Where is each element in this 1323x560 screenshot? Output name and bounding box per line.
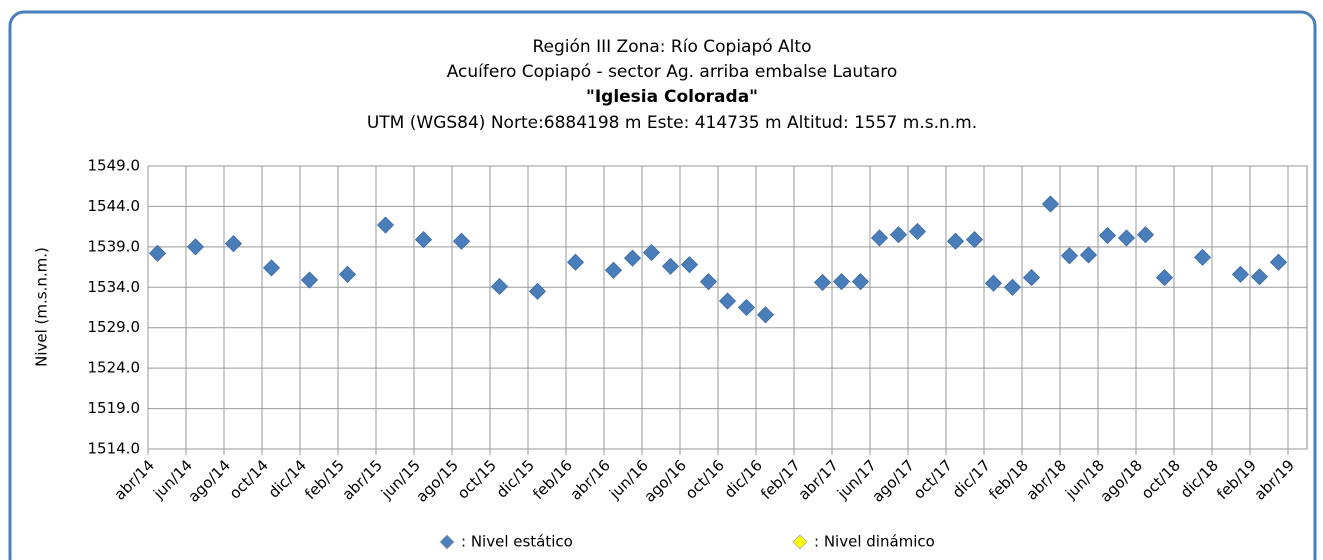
x-tick-label: dic/16 xyxy=(721,456,766,501)
x-tick-label: oct/17 xyxy=(910,456,956,502)
point xyxy=(718,292,737,310)
x-tick-label: feb/17 xyxy=(757,456,804,503)
point xyxy=(452,232,471,250)
x-tick-label: ago/15 xyxy=(412,456,462,506)
chart-subtitle: Acuífero Copiapó - sector Ag. arriba emb… xyxy=(447,62,898,82)
point xyxy=(528,282,547,300)
point xyxy=(889,226,908,244)
point xyxy=(148,244,167,262)
frame xyxy=(8,10,1317,560)
point xyxy=(338,265,357,283)
x-tick-label: abr/19 xyxy=(1251,456,1298,503)
point xyxy=(1079,246,1098,264)
x-tick-label: oct/15 xyxy=(454,456,500,502)
point xyxy=(661,257,680,275)
point xyxy=(737,298,756,317)
x-tick-label: dic/17 xyxy=(949,456,994,501)
point xyxy=(414,231,433,249)
x-tick-label: oct/16 xyxy=(682,456,728,502)
x-tick-label: ago/14 xyxy=(184,456,234,506)
point xyxy=(813,273,832,291)
chart-title: Región III Zona: Río Copiapó Alto xyxy=(533,37,812,57)
point xyxy=(1041,195,1060,213)
point xyxy=(1003,278,1022,296)
point xyxy=(680,256,699,274)
y-tick-label: 1544.0 xyxy=(88,197,141,215)
point xyxy=(1136,226,1155,244)
point xyxy=(1193,248,1212,266)
y-tick-label: 1549.0 xyxy=(88,157,141,175)
legend-label: : Nivel dinámico xyxy=(814,533,935,551)
x-tick-label: dic/18 xyxy=(1177,456,1222,501)
point xyxy=(186,238,205,256)
x-tick-label: abr/14 xyxy=(111,456,158,503)
x-tick-label: oct/18 xyxy=(1138,456,1184,502)
x-tick-label: abr/15 xyxy=(339,456,386,503)
y-tick-label: 1514.0 xyxy=(88,440,141,458)
x-tick-label: dic/14 xyxy=(265,456,310,501)
x-tick-label: abr/17 xyxy=(795,456,842,503)
legend-marker xyxy=(792,534,808,550)
y-axis-label: Nivel (m.s.n.m.) xyxy=(33,247,51,367)
point xyxy=(490,277,509,296)
point xyxy=(224,235,243,253)
x-tick-label: oct/14 xyxy=(226,456,272,502)
point xyxy=(300,271,319,289)
point xyxy=(1117,229,1136,247)
point xyxy=(1155,269,1174,287)
point xyxy=(1250,268,1269,286)
point xyxy=(832,273,851,291)
x-tick-label: feb/18 xyxy=(985,456,1032,503)
x-tick-label: ago/17 xyxy=(868,456,918,506)
y-tick-label: 1534.0 xyxy=(88,278,141,296)
y-tick-label: 1519.0 xyxy=(88,399,141,417)
point xyxy=(756,306,775,324)
point xyxy=(566,253,585,271)
x-tick-label: feb/16 xyxy=(529,456,576,503)
point xyxy=(870,229,889,247)
point xyxy=(604,261,623,279)
point xyxy=(1060,247,1079,265)
point xyxy=(946,232,965,250)
point xyxy=(376,216,395,234)
point xyxy=(623,249,642,267)
point xyxy=(1269,253,1288,271)
legend-marker xyxy=(439,534,455,550)
point xyxy=(965,231,984,249)
x-tick-label: dic/15 xyxy=(493,456,538,501)
point xyxy=(908,222,927,241)
x-tick-label: ago/18 xyxy=(1096,456,1146,506)
y-tick-label: 1524.0 xyxy=(88,359,141,377)
point xyxy=(262,259,281,277)
y-tick-label: 1539.0 xyxy=(88,237,141,255)
x-tick-label: feb/15 xyxy=(301,456,348,503)
point xyxy=(1022,269,1041,287)
point xyxy=(1231,265,1250,283)
point xyxy=(1098,226,1117,245)
point xyxy=(984,274,1003,292)
point xyxy=(851,273,870,291)
point xyxy=(699,273,718,291)
x-tick-label: abr/18 xyxy=(1023,456,1070,503)
x-tick-label: feb/19 xyxy=(1213,456,1260,503)
location: UTM (WGS84) Norte:6884198 m Este: 414735… xyxy=(367,113,977,133)
x-tick-label: ago/16 xyxy=(640,456,690,506)
station-name: "Iglesia Colorada" xyxy=(586,87,758,107)
legend-label: : Nivel estático xyxy=(461,533,573,551)
point xyxy=(642,243,661,262)
x-tick-label: abr/16 xyxy=(567,456,614,503)
y-tick-label: 1529.0 xyxy=(88,318,141,336)
